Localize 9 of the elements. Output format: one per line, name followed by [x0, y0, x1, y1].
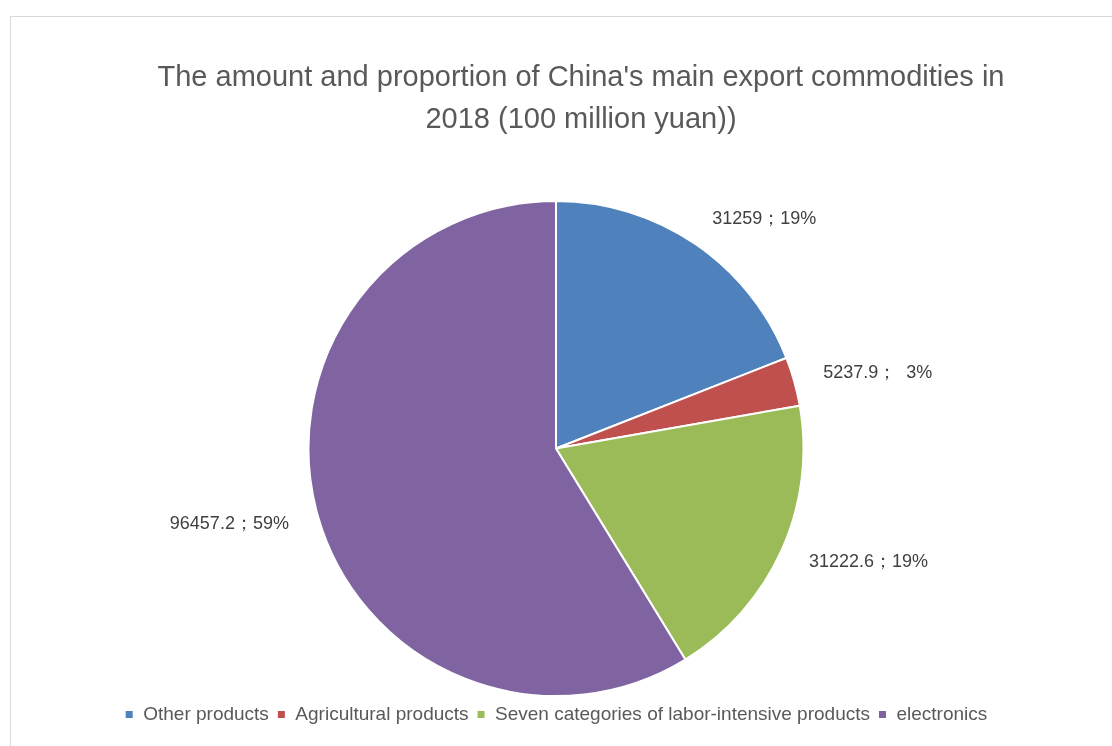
legend-label: Seven categories of labor-intensive products	[495, 702, 870, 724]
legend-label: Other products	[143, 702, 269, 724]
legend-label: electronics	[896, 702, 988, 724]
data-label: 5237.9； 3%	[823, 362, 933, 383]
data-label: 31222.6；19%	[808, 551, 929, 572]
chart-title: The amount and proportion of China's main export commodities in 2018 (100 million yuan))	[156, 59, 1006, 136]
legend-label: Agricultural products	[295, 702, 469, 724]
data-label: 31259；19%	[712, 208, 817, 229]
data-label: 96457.2；59%	[169, 512, 289, 533]
